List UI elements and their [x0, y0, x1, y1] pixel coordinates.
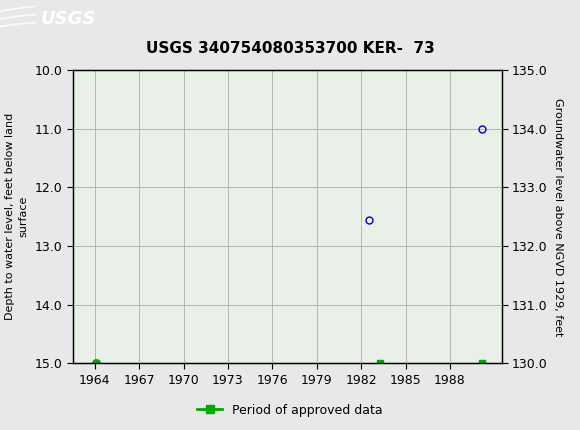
Legend: Period of approved data: Period of approved data: [192, 399, 388, 421]
Text: USGS 340754080353700 KER-  73: USGS 340754080353700 KER- 73: [146, 41, 434, 56]
Y-axis label: Depth to water level, feet below land
surface: Depth to water level, feet below land su…: [5, 113, 28, 320]
Y-axis label: Groundwater level above NGVD 1929, feet: Groundwater level above NGVD 1929, feet: [553, 98, 563, 336]
Text: USGS: USGS: [41, 10, 96, 28]
